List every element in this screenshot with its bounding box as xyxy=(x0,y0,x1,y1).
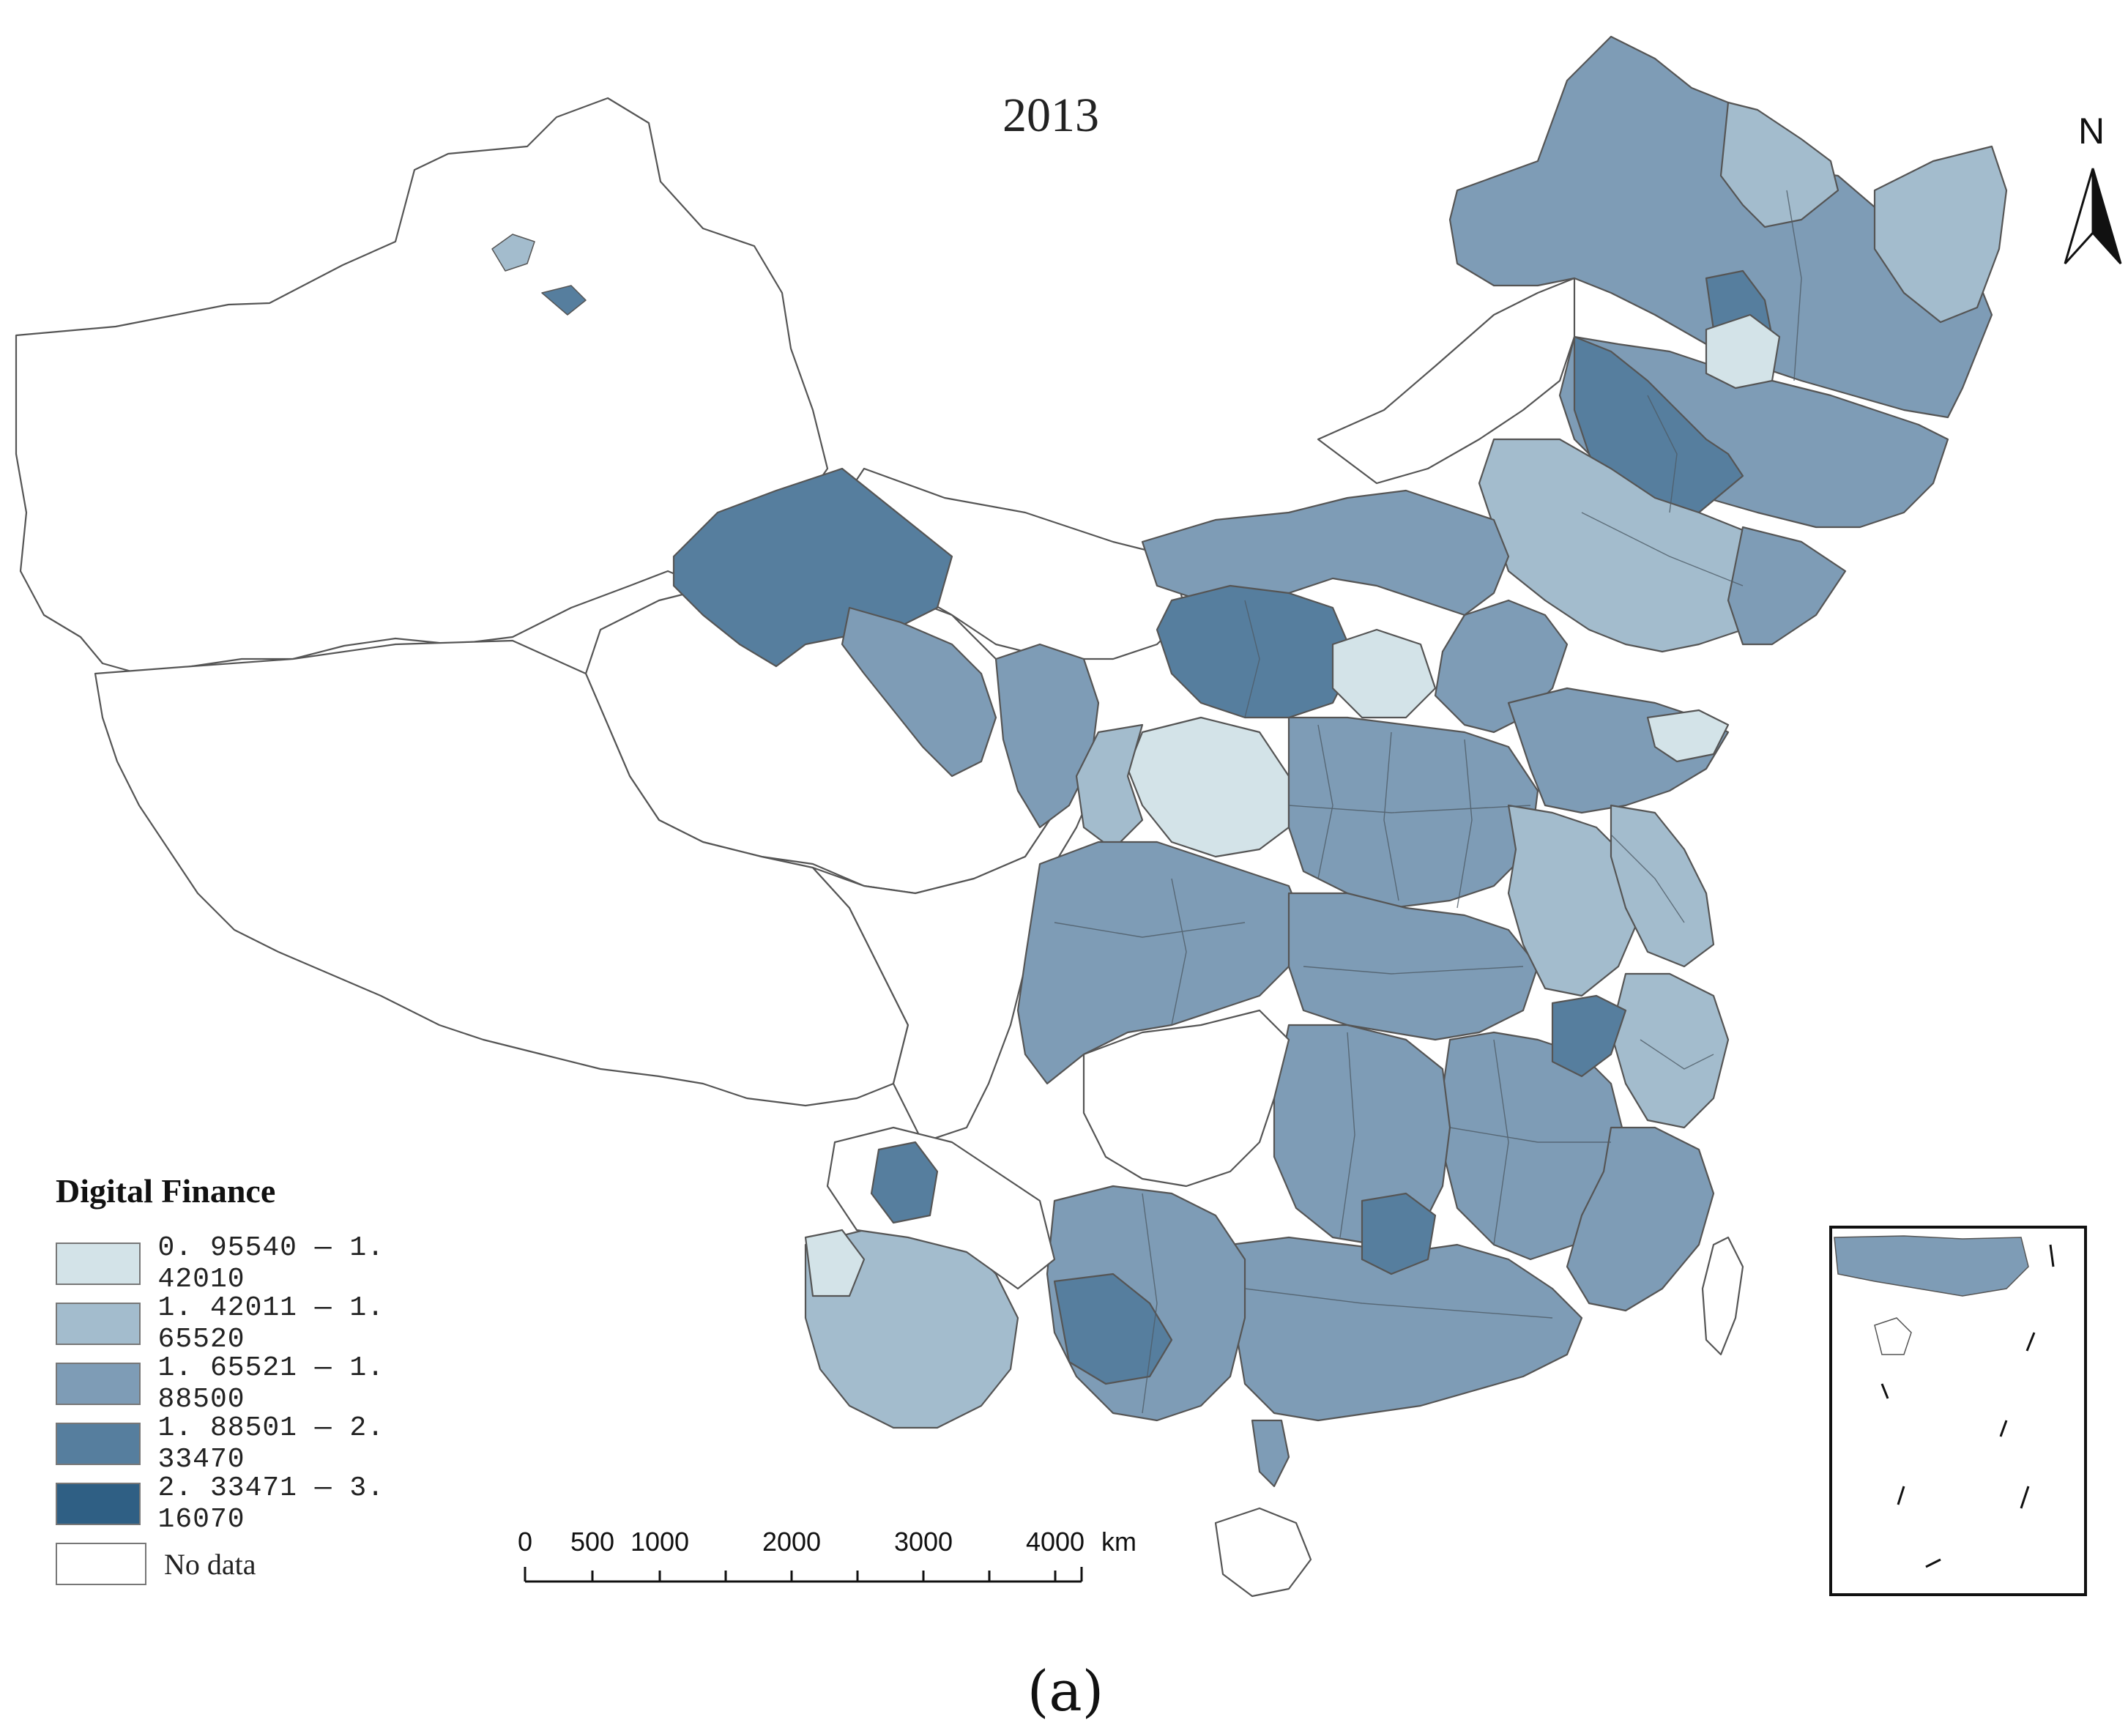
scale-bar xyxy=(524,1567,1083,1583)
legend-swatch xyxy=(56,1243,141,1285)
region-shaanxi xyxy=(1126,716,1290,858)
region-jiangxi-dark xyxy=(1551,994,1627,1078)
scale-tick-label: 1000 xyxy=(630,1527,690,1557)
legend-swatch xyxy=(56,1303,141,1345)
scale-tick-label: 4000 xyxy=(1025,1527,1085,1557)
region-yunnan-light xyxy=(804,1229,866,1297)
region-leizhou xyxy=(1251,1419,1290,1488)
legend-label: 0. 95540 — 1. 42010 xyxy=(157,1232,384,1295)
scale-tick-label: 2000 xyxy=(762,1527,822,1557)
region-shandong-east xyxy=(1646,709,1730,763)
legend-swatch xyxy=(56,1363,141,1405)
region-tibet xyxy=(94,639,909,1107)
legend-swatch xyxy=(56,1543,146,1585)
region-liaoning-east xyxy=(1727,526,1847,646)
region-shaanxi-north xyxy=(1331,628,1437,719)
legend-item: 1. 65521 — 1. 88500 xyxy=(56,1352,466,1415)
legend-item: 1. 42011 — 1. 65520 xyxy=(56,1292,466,1355)
region-jiangsu xyxy=(1610,804,1715,968)
region-hubei xyxy=(1287,892,1539,1041)
legend-swatch xyxy=(56,1423,141,1465)
region-taiwan xyxy=(1701,1236,1744,1356)
legend-item: 0. 95540 — 1. 42010 xyxy=(56,1232,466,1295)
region-guangxi-dark xyxy=(1053,1273,1173,1385)
region-guangdong-dark xyxy=(1361,1192,1437,1275)
legend-item: 1. 88501 — 2. 33470 xyxy=(56,1412,466,1475)
south-china-sea-inset xyxy=(1829,1226,2087,1596)
north-label: N xyxy=(2078,111,2105,152)
region-heilongjiang xyxy=(1448,35,1993,419)
legend-item: 2. 33471 — 3. 16070 xyxy=(56,1472,466,1535)
region-henan xyxy=(1287,716,1539,909)
region-gansu-east xyxy=(1075,723,1144,851)
figure-caption: (a) xyxy=(1027,1658,1104,1724)
region-shanxi xyxy=(1156,584,1356,719)
region-heilongjiang-east xyxy=(1873,145,2008,324)
legend-label: 2. 33471 — 3. 16070 xyxy=(157,1472,384,1535)
scale-unit: km xyxy=(1101,1527,1136,1557)
region-sichuan-east xyxy=(1016,841,1305,1085)
legend: Digital Finance 0. 95540 — 1. 42010 1. 4… xyxy=(56,1171,466,1594)
scale-tick-label: 3000 xyxy=(893,1527,953,1557)
region-heilongjiang-center xyxy=(1719,101,1839,228)
north-arrow-icon xyxy=(2064,168,2122,265)
legend-label: 1. 88501 — 2. 33470 xyxy=(157,1412,384,1475)
legend-item: No data xyxy=(56,1534,466,1594)
legend-label: 1. 42011 — 1. 65520 xyxy=(157,1292,384,1355)
region-yunnan-dark xyxy=(870,1141,939,1224)
region-zhejiang xyxy=(1610,972,1730,1129)
region-sichuan-west xyxy=(811,657,1100,1144)
legend-title: Digital Finance xyxy=(56,1172,276,1210)
region-chongqing-guizhou-nodata xyxy=(1082,1009,1290,1188)
legend-label: No data xyxy=(164,1547,256,1581)
legend-swatch xyxy=(56,1483,141,1525)
scale-tick-label: 0 xyxy=(517,1527,533,1557)
scale-tick-label: 500 xyxy=(570,1527,615,1557)
region-gansu-corridor xyxy=(841,606,997,778)
region-anhui xyxy=(1507,804,1642,997)
region-hainan xyxy=(1214,1507,1312,1598)
legend-label: 1. 65521 — 1. 88500 xyxy=(157,1352,384,1415)
region-fujian xyxy=(1566,1126,1715,1312)
map-title: 2013 xyxy=(1002,89,1099,142)
region-jilin-light xyxy=(1705,313,1781,390)
